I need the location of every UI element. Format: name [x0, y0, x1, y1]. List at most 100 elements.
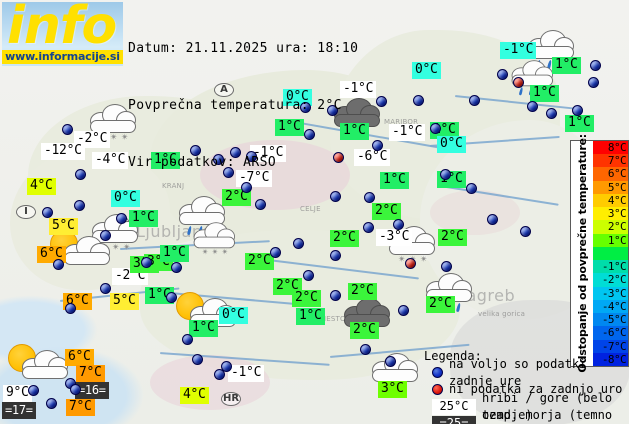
station-marker-available[interactable]	[363, 222, 374, 233]
station-marker-available[interactable]	[221, 361, 232, 372]
station-marker-available[interactable]	[46, 398, 57, 409]
station-marker-available[interactable]	[75, 169, 86, 180]
temperature-deviation-scale: Odstopanje od povprečne temperature: 8°C…	[570, 134, 629, 373]
temperature-label: 0°C	[437, 136, 466, 153]
station-marker-available[interactable]	[376, 96, 387, 107]
station-marker-available[interactable]	[100, 283, 111, 294]
station-marker-available[interactable]	[572, 105, 583, 116]
station-marker-available[interactable]	[70, 384, 81, 395]
station-marker-available[interactable]	[590, 60, 601, 71]
scale-title: Odstopanje od povprečne temperature:	[571, 134, 593, 373]
temperature-label: 4°C	[180, 387, 209, 404]
station-marker-available[interactable]	[190, 145, 201, 156]
station-marker-available[interactable]	[497, 69, 508, 80]
station-marker-available[interactable]	[487, 214, 498, 225]
temperature-label: 7°C	[66, 399, 95, 416]
scale-step: 5°C	[593, 180, 628, 194]
station-marker-available[interactable]	[65, 303, 76, 314]
station-marker-available[interactable]	[330, 250, 341, 261]
station-marker-available[interactable]	[413, 95, 424, 106]
sun-cloud-icon	[48, 228, 110, 276]
temperature-label: 1°C	[275, 119, 304, 136]
scale-step: 4°C	[593, 193, 628, 208]
station-marker-available[interactable]	[330, 191, 341, 202]
cloud-rain-icon	[175, 188, 237, 236]
station-marker-available[interactable]	[171, 262, 182, 273]
station-marker-available[interactable]	[230, 147, 241, 158]
temperature-label: 1°C	[340, 123, 369, 140]
legend-item-mountains: 25°C hribi / gore (belo ozadje)	[432, 391, 629, 422]
station-marker-available[interactable]	[53, 259, 64, 270]
station-marker-available[interactable]	[293, 238, 304, 249]
station-marker-nodata[interactable]	[333, 152, 344, 163]
cloud-snow-icon: ✴✴✴	[190, 215, 246, 258]
station-marker-nodata[interactable]	[405, 258, 416, 269]
site-logo[interactable]: info www.informacije.si	[2, 2, 123, 66]
temperature-label: -1°C	[228, 365, 265, 382]
station-marker-available[interactable]	[214, 369, 225, 380]
station-marker-available[interactable]	[223, 167, 234, 178]
logo-wordmark: info	[7, 2, 117, 56]
station-marker-available[interactable]	[62, 124, 73, 135]
temperature-label: 1°C	[160, 245, 189, 262]
station-marker-available[interactable]	[360, 344, 371, 355]
station-marker-available[interactable]	[588, 77, 599, 88]
station-marker-available[interactable]	[213, 154, 224, 165]
station-marker-available[interactable]	[393, 219, 404, 230]
white-chip-sample: 25°C	[432, 398, 476, 415]
station-marker-available[interactable]	[327, 105, 338, 116]
station-marker-available[interactable]	[304, 129, 315, 140]
station-marker-available[interactable]	[300, 102, 311, 113]
station-marker-available[interactable]	[385, 356, 396, 367]
station-marker-available[interactable]	[28, 385, 39, 396]
scale-step: 8°C	[593, 141, 628, 155]
temperature-label: 2°C	[348, 283, 377, 300]
station-marker-available[interactable]	[469, 95, 480, 106]
station-marker-available[interactable]	[255, 199, 266, 210]
scale-step: 3°C	[593, 207, 628, 221]
station-marker-available[interactable]	[546, 108, 557, 119]
station-marker-available[interactable]	[241, 182, 252, 193]
header-source-line: Vir podatkov: ARSO	[128, 155, 277, 170]
station-marker-available[interactable]	[440, 169, 451, 180]
temperature-label: -4°C	[92, 152, 129, 169]
station-marker-available[interactable]	[520, 226, 531, 237]
station-marker-available[interactable]	[116, 213, 127, 224]
station-marker-available[interactable]	[330, 290, 341, 301]
temperature-label: 2°C	[222, 189, 251, 206]
station-marker-available[interactable]	[182, 334, 193, 345]
station-marker-available[interactable]	[192, 354, 203, 365]
city-label: KRANJ	[162, 182, 185, 190]
scale-step: -6°C	[593, 326, 628, 340]
temperature-label: -1°C	[250, 145, 287, 162]
scale-step: 2°C	[593, 220, 628, 234]
station-marker-available[interactable]	[74, 200, 85, 211]
station-marker-available[interactable]	[398, 305, 409, 316]
temperature-label: 2°C	[438, 229, 467, 246]
station-marker-available[interactable]	[141, 257, 152, 268]
station-marker-available[interactable]	[527, 101, 538, 112]
temperature-label: -1°C	[500, 42, 537, 59]
scale-step: -1°C	[593, 260, 628, 274]
station-marker-available[interactable]	[466, 183, 477, 194]
station-marker-available[interactable]	[372, 140, 383, 151]
station-marker-available[interactable]	[42, 207, 53, 218]
station-marker-nodata[interactable]	[513, 77, 524, 88]
temperature-label: 3°C	[378, 381, 407, 398]
header-info: Datum: 21.11.2025 ura: 18:10 Povprečna t…	[128, 1, 358, 210]
station-marker-available[interactable]	[441, 261, 452, 272]
station-marker-available[interactable]	[364, 192, 375, 203]
station-marker-available[interactable]	[166, 292, 177, 303]
station-marker-available[interactable]	[100, 230, 111, 241]
marker-a-icon: A	[214, 83, 234, 97]
station-marker-available[interactable]	[246, 151, 257, 162]
blue-dot-icon	[432, 367, 443, 378]
station-marker-available[interactable]	[303, 270, 314, 281]
header-date-line: Datum: 21.11.2025 ura: 18:10	[128, 41, 359, 56]
temperature-label: 1°C	[129, 210, 158, 227]
station-marker-available[interactable]	[270, 247, 281, 258]
station-marker-available[interactable]	[430, 123, 441, 134]
temperature-label: 1°C	[552, 57, 581, 74]
temperature-label: 1°C	[530, 85, 559, 102]
